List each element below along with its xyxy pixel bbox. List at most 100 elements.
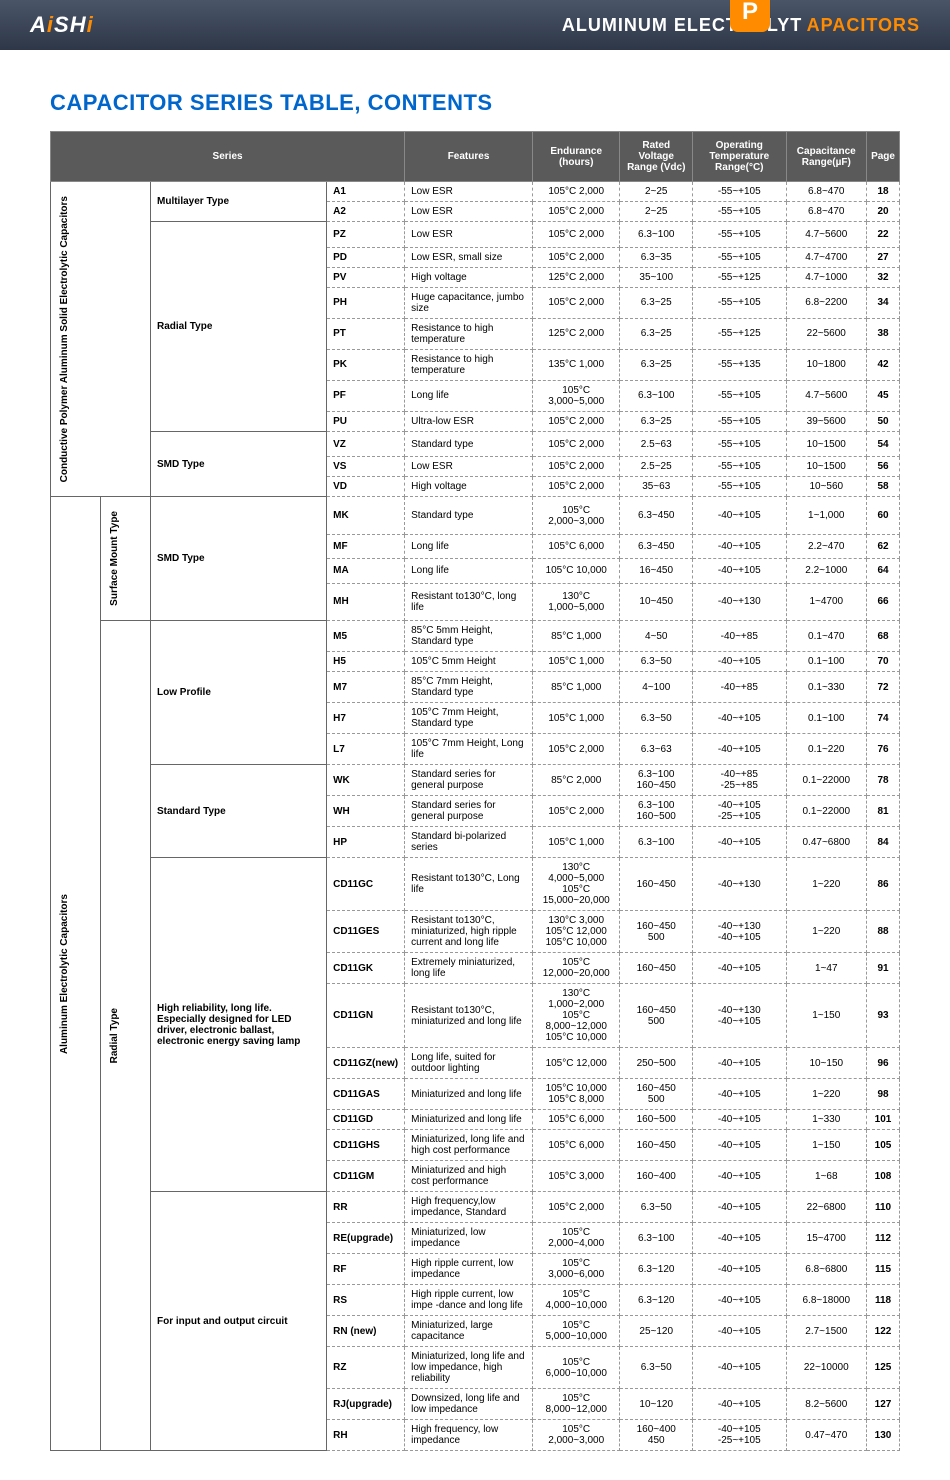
cell: 160~450 — [620, 858, 693, 911]
table-row: High reliability, long life. Especially … — [51, 858, 900, 911]
cell: 6.3~25 — [620, 411, 693, 431]
cell: 130°C 1,000~2,000 105°C 8,000~12,000 105… — [532, 984, 619, 1048]
cell: 1~220 — [786, 1079, 867, 1110]
cell: -40~+105 — [693, 534, 786, 558]
cell: RF — [327, 1254, 405, 1285]
cell: 105°C 2,000~4,000 — [532, 1223, 619, 1254]
cell: VZ — [327, 431, 405, 457]
cell: RS — [327, 1285, 405, 1316]
cell: -40~+130 — [693, 583, 786, 621]
cell: Miniaturized, low impedance — [405, 1223, 533, 1254]
cell: -55~+125 — [693, 318, 786, 349]
cell: 0.1~470 — [786, 621, 867, 652]
cell: High ripple current, low impe -dance and… — [405, 1285, 533, 1316]
cell: Standard series for general purpose — [405, 765, 533, 796]
cell: -40~+105 — [693, 1161, 786, 1192]
cell: CD11GHS — [327, 1130, 405, 1161]
cell: MF — [327, 534, 405, 558]
cell: -55~+105 — [693, 247, 786, 267]
cell: 105°C 1,000 — [532, 703, 619, 734]
cell: 105°C 4,000~10,000 — [532, 1285, 619, 1316]
cell: 1~68 — [786, 1161, 867, 1192]
cell: 250~500 — [620, 1048, 693, 1079]
cell: 1~330 — [786, 1110, 867, 1130]
cell: 39~5600 — [786, 411, 867, 431]
cell: High voltage — [405, 267, 533, 287]
cell: Miniaturized and long life — [405, 1079, 533, 1110]
cell: MA — [327, 559, 405, 583]
cell: Long life — [405, 380, 533, 411]
cell: 2~25 — [620, 182, 693, 202]
cell: High ripple current, low impedance — [405, 1254, 533, 1285]
cell: 4.7~4700 — [786, 247, 867, 267]
cell: CD11GAS — [327, 1079, 405, 1110]
cell: -40~+85 -25~+85 — [693, 765, 786, 796]
cell: -40~+105 — [693, 1223, 786, 1254]
cell: 125 — [867, 1347, 900, 1389]
cell: VD — [327, 477, 405, 497]
cell: 105°C 3,000~5,000 — [532, 380, 619, 411]
cell: -40~+105 — [693, 827, 786, 858]
cell: 130°C 4,000~5,000 105°C 15,000~20,000 — [532, 858, 619, 911]
cell: -55~+105 — [693, 202, 786, 222]
cell: 105°C 3,000~6,000 — [532, 1254, 619, 1285]
cell: 10~1500 — [786, 457, 867, 477]
cell: 93 — [867, 984, 900, 1048]
cell: 6.3~50 — [620, 1347, 693, 1389]
cell: 105°C 10,000 105°C 8,000 — [532, 1079, 619, 1110]
cell: Long life, suited for outdoor lighting — [405, 1048, 533, 1079]
cell: 105°C 8,000~12,000 — [532, 1389, 619, 1420]
cell: -40~+105 — [693, 1316, 786, 1347]
cell: 60 — [867, 497, 900, 535]
cell: 54 — [867, 431, 900, 457]
cell: CD11GES — [327, 911, 405, 953]
type-label: Standard Type — [151, 765, 327, 858]
cell: 105°C 10,000 — [532, 559, 619, 583]
cell: 66 — [867, 583, 900, 621]
cell: 22~5600 — [786, 318, 867, 349]
cell: 6.8~470 — [786, 202, 867, 222]
cell: 160~400 — [620, 1161, 693, 1192]
cell: 10~150 — [786, 1048, 867, 1079]
cell: -40~+105 — [693, 1254, 786, 1285]
table-row: Radial TypeLow ProfileM585°C 5mm Height,… — [51, 621, 900, 652]
cell: 85°C 5mm Height, Standard type — [405, 621, 533, 652]
cell: Low ESR — [405, 222, 533, 248]
cell: 115 — [867, 1254, 900, 1285]
cell: 160~450 — [620, 953, 693, 984]
cell: -40~+105 — [693, 734, 786, 765]
cell: 16~450 — [620, 559, 693, 583]
cell: 45 — [867, 380, 900, 411]
cell: Low ESR — [405, 457, 533, 477]
cell: 1~47 — [786, 953, 867, 984]
cell: 6.3~450 — [620, 497, 693, 535]
cell: 135°C 1,000 — [532, 349, 619, 380]
cell: 10~1800 — [786, 349, 867, 380]
cell: PU — [327, 411, 405, 431]
cell: -40~+105 -25~+105 — [693, 1420, 786, 1451]
cell: -40~+105 -25~+105 — [693, 796, 786, 827]
cell: -40~+105 — [693, 1389, 786, 1420]
cell: RZ — [327, 1347, 405, 1389]
cell: 6.3~100 160~450 — [620, 765, 693, 796]
cell: PT — [327, 318, 405, 349]
cell: -40~+105 — [693, 559, 786, 583]
cell: -40~+105 — [693, 1347, 786, 1389]
cell: Miniaturized and high cost performance — [405, 1161, 533, 1192]
cell: 6.3~120 — [620, 1285, 693, 1316]
cell: 160~500 — [620, 1110, 693, 1130]
cell: Miniaturized, large capacitance — [405, 1316, 533, 1347]
cell: 4~50 — [620, 621, 693, 652]
cell: 22~10000 — [786, 1347, 867, 1389]
type-label: Multilayer Type — [151, 182, 327, 222]
cell: 6.3~120 — [620, 1254, 693, 1285]
cell: 122 — [867, 1316, 900, 1347]
cell: 8.2~5600 — [786, 1389, 867, 1420]
cell: PD — [327, 247, 405, 267]
cell: 6.3~100 — [620, 827, 693, 858]
cell: 130°C 3,000 105°C 12,000 105°C 10,000 — [532, 911, 619, 953]
cell: Long life — [405, 559, 533, 583]
table-row: Conductive Polymer Aluminum Solid Electr… — [51, 182, 900, 202]
cell: 105°C 5mm Height — [405, 652, 533, 672]
cell: -40~+105 — [693, 652, 786, 672]
